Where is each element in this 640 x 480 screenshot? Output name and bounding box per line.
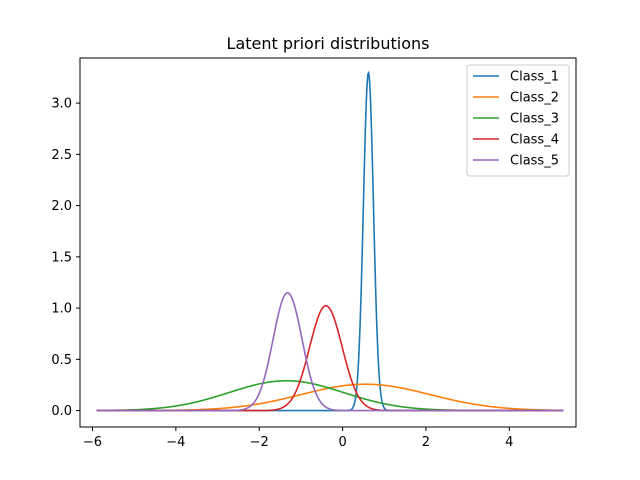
y-tick-label: 0.5 bbox=[51, 353, 72, 368]
series-line-5 bbox=[96, 291, 564, 412]
x-axis: −6 −4 −2 0 2 4 bbox=[83, 427, 513, 450]
y-axis: 0.0 0.5 1.0 1.5 2.0 2.5 3.0 bbox=[51, 97, 80, 419]
series-line-4 bbox=[96, 304, 564, 412]
legend-label: Class_1 bbox=[510, 70, 559, 85]
x-tick-label: −4 bbox=[166, 435, 185, 450]
y-tick-label: 0.0 bbox=[51, 404, 72, 419]
chart-title: Latent priori distributions bbox=[227, 34, 430, 53]
x-tick-label: 0 bbox=[338, 435, 346, 450]
x-tick-label: 4 bbox=[505, 435, 513, 450]
legend-box bbox=[466, 64, 570, 177]
legend-label: Class_3 bbox=[510, 112, 559, 127]
y-tick-label: 1.0 bbox=[51, 302, 72, 317]
series-layer bbox=[96, 70, 564, 412]
x-tick-label: −2 bbox=[250, 435, 269, 450]
legend-label: Class_5 bbox=[510, 154, 559, 169]
y-tick-label: 2.0 bbox=[51, 199, 72, 214]
plot-frame bbox=[79, 57, 577, 428]
y-tick-label: 1.5 bbox=[51, 250, 72, 265]
y-tick-label: 2.5 bbox=[51, 148, 72, 163]
legend: Class_1 Class_2 Class_3 Class_4 Class_5 bbox=[466, 64, 570, 177]
legend-label: Class_2 bbox=[510, 91, 559, 106]
legend-label: Class_4 bbox=[510, 133, 559, 148]
y-tick-label: 3.0 bbox=[51, 97, 72, 112]
x-tick-label: −6 bbox=[83, 435, 102, 450]
x-tick-label: 2 bbox=[422, 435, 430, 450]
